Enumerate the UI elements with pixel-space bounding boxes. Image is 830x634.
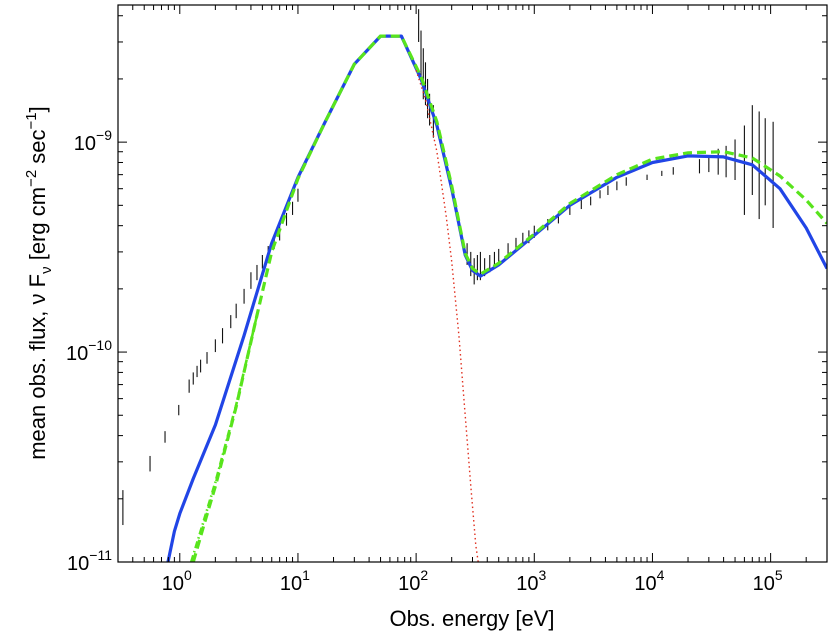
model-curve-dotted — [415, 69, 479, 562]
plot-frame — [117, 4, 828, 563]
x-tick-label: 104 — [634, 567, 664, 595]
error-bar-layer — [122, 9, 774, 526]
y-tick-label: 10−9 — [74, 127, 112, 155]
y-tick-label: 10−11 — [67, 547, 112, 575]
x-tick-label: 102 — [398, 567, 428, 595]
x-axis-label: Obs. energy [eV] — [389, 606, 554, 631]
model-curve-dashdot — [189, 314, 259, 562]
tick-marks — [117, 5, 828, 563]
x-tick-labels: 100 101 102 103 104 105 — [162, 567, 783, 595]
y-axis-label: mean obs. flux, ν Fν [erg cm−2 sec−1] — [23, 106, 55, 460]
x-tick-label: 105 — [753, 567, 783, 595]
x-tick-label: 103 — [516, 567, 546, 595]
y-tick-labels: 10−11 10−10 10−9 — [66, 127, 112, 575]
y-tick-label: 10−10 — [66, 337, 112, 365]
x-tick-label: 100 — [162, 567, 192, 595]
model-curve-solid — [166, 34, 827, 562]
model-curves-layer — [166, 34, 827, 562]
x-tick-label: 101 — [280, 567, 310, 595]
model-curve-dashed — [191, 34, 827, 562]
